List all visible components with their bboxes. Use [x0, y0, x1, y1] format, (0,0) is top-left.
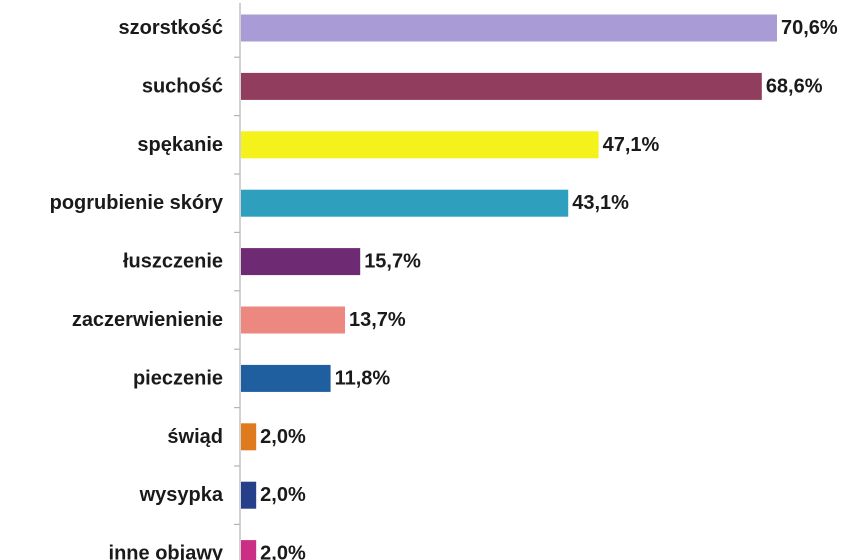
value-label: 2,0% — [260, 543, 306, 560]
category-label: szorstkość — [119, 17, 224, 39]
category-label: spękanie — [137, 134, 223, 156]
chart-axis — [234, 2, 241, 560]
chart-bars — [241, 14, 777, 560]
value-label: 2,0% — [260, 426, 306, 448]
bar — [241, 481, 257, 509]
value-labels: 70,6% 68,6% 47,1% 43,1% 15,7% 13,7% 11,8% 2,0% 2… — [260, 17, 838, 560]
bar — [241, 423, 257, 451]
bar — [241, 189, 569, 217]
category-label: inne objawy — [109, 543, 224, 560]
bar — [241, 72, 762, 100]
value-label: 15,7% — [364, 251, 421, 273]
category-label: suchość — [142, 75, 223, 97]
category-label: pogrubienie skóry — [50, 192, 224, 214]
bar — [241, 306, 346, 334]
bar — [241, 540, 257, 560]
bar — [241, 131, 599, 159]
value-label: 68,6% — [766, 75, 823, 97]
value-label: 47,1% — [603, 134, 660, 156]
value-label: 2,0% — [260, 484, 306, 506]
value-label: 43,1% — [572, 192, 629, 214]
bar — [241, 364, 331, 392]
category-label: zaczerwienienie — [72, 309, 223, 331]
value-label: 11,8% — [335, 367, 391, 389]
value-label: 13,7% — [349, 309, 406, 331]
bar — [241, 14, 777, 42]
bar — [241, 248, 361, 276]
value-label: 70,6% — [781, 17, 838, 39]
category-label: świąd — [167, 426, 223, 448]
category-label: wysypka — [139, 484, 224, 506]
category-label: pieczenie — [133, 367, 223, 389]
category-label: łuszczenie — [123, 251, 223, 273]
category-labels: szorstkość suchość spękanie pogrubienie skó… — [50, 17, 224, 560]
